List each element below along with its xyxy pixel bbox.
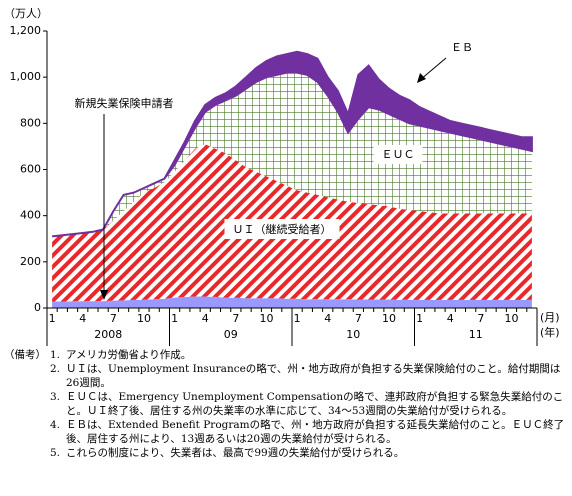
x-tick-label: 7 xyxy=(477,312,484,325)
x-tick-label: 4 xyxy=(324,312,331,325)
arrow xyxy=(419,57,447,81)
x-tick-label: 7 xyxy=(355,312,362,325)
note-text xyxy=(4,418,50,446)
series-label: ＥＵＣ xyxy=(382,148,415,161)
year-label: 11 xyxy=(469,328,483,341)
x-tick-label: 10 xyxy=(504,312,518,325)
y-tick-label: 1,200 xyxy=(10,24,42,37)
area xyxy=(51,50,533,238)
note-text xyxy=(4,362,50,390)
note-text: 4. xyxy=(50,419,61,431)
x-tick-label: 1 xyxy=(416,312,423,325)
note-text: 3. xyxy=(50,391,61,403)
arrowhead xyxy=(417,73,426,83)
series-label: ＥＢ xyxy=(451,41,473,54)
y-tick-label: 0 xyxy=(34,301,41,314)
y-tick-label: 1,000 xyxy=(10,70,42,83)
x-tick-label: 10 xyxy=(382,312,396,325)
note: 5. これらの制度により、失業者は、最高で99週の失業給付が受けられる。 xyxy=(4,446,566,460)
series-label: ＵＩ（継続受給者） xyxy=(233,222,332,236)
note-text xyxy=(4,390,50,418)
y-tick-label: 800 xyxy=(20,116,41,129)
label-box xyxy=(373,145,423,164)
y-tick-label: 400 xyxy=(20,209,41,222)
chart: （万人） (月) (年) 0 200 400 600 800 1,000 1,200 1 4 7 1… xyxy=(4,7,560,346)
notes: （備考） 1. アメリカ労働省より作成。 2. ＵＩは、Unemployment Ins… xyxy=(4,348,566,460)
note-text xyxy=(4,446,50,460)
x-tick-label: 10 xyxy=(259,312,273,325)
x-tick-label: 7 xyxy=(110,312,117,325)
note: 3. ＥＵＣは、Emergency Unemployment Compensati… xyxy=(4,390,566,418)
x-tick-label: 1 xyxy=(49,312,56,325)
year-label: 10 xyxy=(346,328,360,341)
note-text: （備考） xyxy=(4,349,46,361)
x-tick-label: 4 xyxy=(79,312,86,325)
x-tick-label: 7 xyxy=(232,312,239,325)
note-text: 5. xyxy=(50,447,61,459)
note-text: ＥＢは、Extended Benefit Programの略で、州・地方政府が負… xyxy=(66,419,565,445)
x-tick-label: 10 xyxy=(137,312,151,325)
note-text: これらの制度により、失業者は、最高で99週の失業給付が受けられる。 xyxy=(66,447,405,459)
x-tick-label: 4 xyxy=(447,312,454,325)
y-tick-label: 200 xyxy=(20,255,41,268)
note-text: 2. xyxy=(50,363,61,375)
area xyxy=(52,72,532,237)
x-unit-month: (月) xyxy=(540,311,560,324)
label-box xyxy=(224,219,340,239)
y-unit: （万人） xyxy=(4,7,48,20)
area xyxy=(52,296,532,308)
x-tick-label: 1 xyxy=(171,312,178,325)
arrowhead xyxy=(100,290,108,300)
y-tick-label: 600 xyxy=(20,163,41,176)
series-label: 新規失業保険申請者 xyxy=(75,96,174,110)
x-tick-label: 1 xyxy=(294,312,301,325)
note: 4. ＥＢは、Extended Benefit Programの略で、州・地方政府… xyxy=(4,418,566,446)
note: 2. ＵＩは、Unemployment Insuranceの略で、州・地方政府が負… xyxy=(4,362,566,390)
note: （備考） 1. アメリカ労働省より作成。 xyxy=(4,348,566,362)
note-text: ＵＩは、Unemployment Insuranceの略で、州・地方政府が負担す… xyxy=(66,363,561,389)
x-unit-year: (年) xyxy=(540,325,560,339)
year-label: 2008 xyxy=(94,328,122,341)
year-label: 09 xyxy=(224,328,238,341)
note-text: ＥＵＣは、Emergency Unemployment Compensation… xyxy=(66,391,564,417)
note-text: アメリカ労働省より作成。 xyxy=(66,349,192,361)
x-tick-label: 4 xyxy=(202,312,209,325)
note-text: 1. xyxy=(50,349,61,361)
